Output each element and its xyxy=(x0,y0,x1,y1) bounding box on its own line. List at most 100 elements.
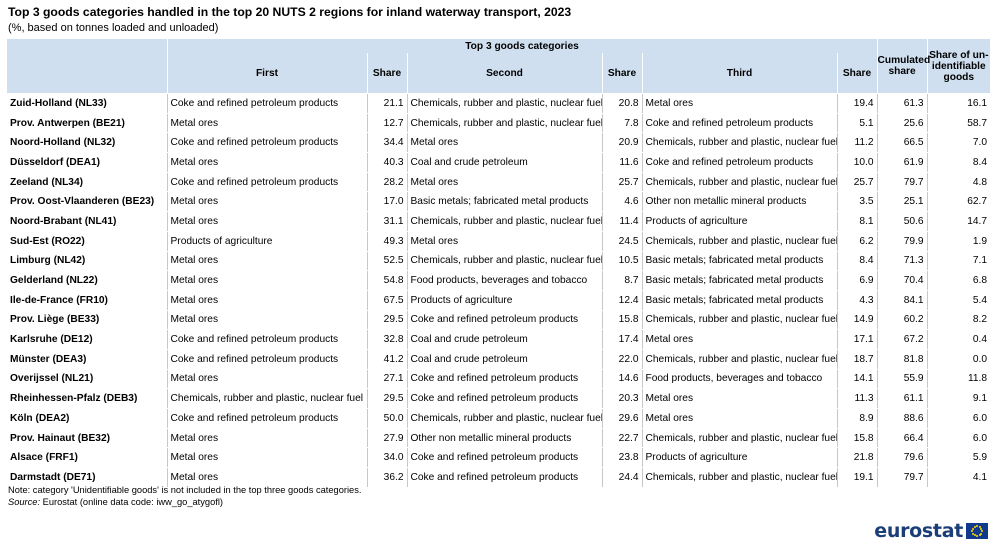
second-category-cell: Chemicals, rubber and plastic, nuclear f… xyxy=(406,93,602,114)
flag-star-icon xyxy=(971,532,974,535)
header-unid-line1: Share of un- xyxy=(929,49,989,61)
third-share-cell: 8.1 xyxy=(836,211,878,232)
eurostat-logo-text: eurostat xyxy=(874,520,963,542)
third-share-cell: 21.8 xyxy=(836,447,878,469)
first-category-cell: Metal ores xyxy=(166,191,367,213)
table-row: Darmstadt (DE71) Metal ores 36.2 Coke and r… xyxy=(7,467,991,488)
third-share-cell: 15.8 xyxy=(836,427,878,449)
third-share-cell: 14.9 xyxy=(836,309,878,331)
third-category-cell: Chemicals, rubber and plastic, nuclear f… xyxy=(641,309,837,331)
third-share-cell: 4.3 xyxy=(836,289,878,311)
second-category-cell: Coke and refined petroleum products xyxy=(406,447,602,469)
first-category-cell: Metal ores xyxy=(166,427,367,449)
second-share-cell: 22.7 xyxy=(601,427,642,449)
cumulated-share-cell: 84.1 xyxy=(876,289,928,311)
second-share-cell: 14.6 xyxy=(601,368,642,390)
table-row: Overijssel (NL21) Metal ores 27.1 Coke and … xyxy=(7,368,991,390)
table-row: Rheinhessen-Pfalz (DEB3) Chemicals, rubbe… xyxy=(7,388,991,409)
third-category-cell: Basic metals; fabricated metal products xyxy=(641,289,837,311)
cumulated-share-cell: 61.3 xyxy=(876,93,928,114)
header-cumulated-share: Cumulated share xyxy=(876,39,930,94)
first-share-cell: 27.9 xyxy=(366,427,407,449)
cumulated-share-cell: 25.6 xyxy=(876,112,928,134)
third-category-cell: Coke and refined petroleum products xyxy=(641,152,837,173)
region-cell: Köln (DEA2) xyxy=(7,408,167,429)
header-unid-line2: identifiable xyxy=(931,60,986,72)
first-category-cell: Coke and refined petroleum products xyxy=(166,408,367,429)
region-cell: Alsace (FRF1) xyxy=(7,447,167,469)
unidentifiable-share-cell: 0.0 xyxy=(926,348,991,370)
first-share-cell: 34.4 xyxy=(366,132,407,154)
region-cell: Prov. Oost-Vlaanderen (BE23) xyxy=(7,191,167,213)
flag-star-icon xyxy=(978,534,981,537)
third-category-cell: Metal ores xyxy=(641,408,837,429)
table-row: Köln (DEA2) Coke and refined petroleum pr… xyxy=(7,408,991,429)
cumulated-share-cell: 61.1 xyxy=(876,388,928,409)
unidentifiable-share-cell: 4.1 xyxy=(926,467,991,488)
table-row: Zuid-Holland (NL33) Coke and refined petr… xyxy=(7,93,991,114)
unidentifiable-share-cell: 5.4 xyxy=(926,289,991,311)
third-category-cell: Coke and refined petroleum products xyxy=(641,112,837,134)
third-category-cell: Basic metals; fabricated metal products xyxy=(641,250,837,272)
cumulated-share-cell: 55.9 xyxy=(876,368,928,390)
second-share-cell: 20.8 xyxy=(601,93,642,114)
table-row: Prov. Liège (BE33) Metal ores 29.5 Coke and… xyxy=(7,309,991,331)
cumulated-share-cell: 66.5 xyxy=(876,132,928,154)
second-share-cell: 17.4 xyxy=(601,329,642,350)
first-category-cell: Metal ores xyxy=(166,289,367,311)
flag-star-icon xyxy=(971,527,974,530)
first-share-cell: 36.2 xyxy=(366,467,407,488)
second-share-cell: 29.6 xyxy=(601,408,642,429)
second-share-cell: 20.3 xyxy=(601,388,642,409)
first-category-cell: Metal ores xyxy=(166,447,367,469)
region-cell: Sud-Est (RO22) xyxy=(7,230,167,252)
third-share-cell: 11.2 xyxy=(836,132,878,154)
header-empty-corner xyxy=(7,39,167,53)
second-category-cell: Coal and crude petroleum xyxy=(406,152,602,173)
second-share-cell: 24.5 xyxy=(601,230,642,252)
unidentifiable-share-cell: 1.9 xyxy=(926,230,991,252)
eu-flag-icon xyxy=(966,523,988,539)
second-category-cell: Food products, beverages and tobacco xyxy=(406,270,602,291)
second-category-cell: Metal ores xyxy=(406,132,602,154)
flag-star-icon xyxy=(973,525,976,528)
region-cell: Düsseldorf (DEA1) xyxy=(7,152,167,173)
first-category-cell: Metal ores xyxy=(166,250,367,272)
second-share-cell: 10.5 xyxy=(601,250,642,272)
cumulated-share-cell: 50.6 xyxy=(876,211,928,232)
second-share-cell: 11.6 xyxy=(601,152,642,173)
source-label: Source: xyxy=(8,497,41,507)
second-category-cell: Coal and crude petroleum xyxy=(406,348,602,370)
cumulated-share-cell: 79.7 xyxy=(876,171,928,193)
first-share-cell: 67.5 xyxy=(366,289,407,311)
second-category-cell: Chemicals, rubber and plastic, nuclear f… xyxy=(406,250,602,272)
flag-star-icon xyxy=(980,532,983,535)
cumulated-share-cell: 66.4 xyxy=(876,427,928,449)
first-share-cell: 49.3 xyxy=(366,230,407,252)
region-cell: Karlsruhe (DE12) xyxy=(7,329,167,350)
table-title: Top 3 goods categories handled in the to… xyxy=(8,5,572,19)
header-second: Second xyxy=(406,53,602,94)
first-share-cell: 41.2 xyxy=(366,348,407,370)
region-cell: Münster (DEA3) xyxy=(7,348,167,370)
third-category-cell: Other non metallic mineral products xyxy=(641,191,837,213)
table-note: Note: category 'Unidentifiable goods' is… xyxy=(8,485,362,495)
first-share-cell: 21.1 xyxy=(366,93,407,114)
first-category-cell: Products of agriculture xyxy=(166,230,367,252)
cumulated-share-cell: 67.2 xyxy=(876,329,928,350)
first-share-cell: 28.2 xyxy=(366,171,407,193)
cumulated-share-cell: 88.6 xyxy=(876,408,928,429)
third-share-cell: 5.1 xyxy=(836,112,878,134)
table-row: Düsseldorf (DEA1) Metal ores 40.3 Coal and … xyxy=(7,152,991,173)
region-cell: Zuid-Holland (NL33) xyxy=(7,93,167,114)
first-category-cell: Metal ores xyxy=(166,309,367,331)
table-body: Zuid-Holland (NL33) Coke and refined petr… xyxy=(7,93,991,488)
third-category-cell: Chemicals, rubber and plastic, nuclear f… xyxy=(641,132,837,154)
second-category-cell: Chemicals, rubber and plastic, nuclear f… xyxy=(406,408,602,429)
first-share-cell: 32.8 xyxy=(366,329,407,350)
third-category-cell: Metal ores xyxy=(641,329,837,350)
second-share-cell: 22.0 xyxy=(601,348,642,370)
header-share-second: Share xyxy=(601,53,642,94)
flag-star-icon xyxy=(978,525,981,528)
first-share-cell: 31.1 xyxy=(366,211,407,232)
